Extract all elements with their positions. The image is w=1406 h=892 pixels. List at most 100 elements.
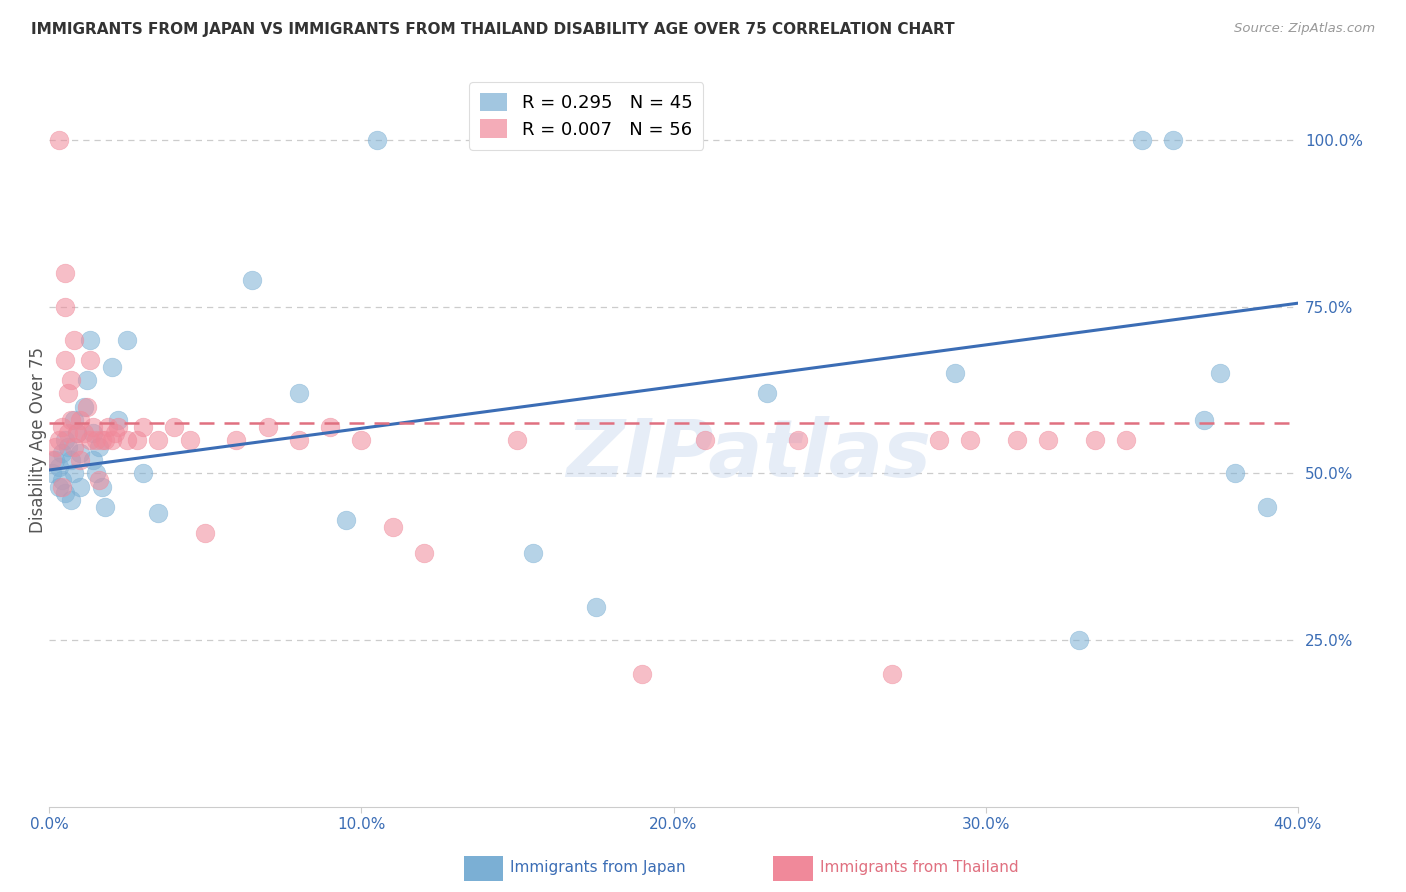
- Point: [87, 473, 110, 487]
- Point: [63, 413, 86, 427]
- Point: [48, 480, 70, 494]
- Point: [91, 480, 114, 494]
- Point: [56, 440, 79, 454]
- Point: [366, 133, 388, 147]
- Y-axis label: Disability Age Over 75: Disability Age Over 75: [30, 347, 46, 533]
- Point: [94, 433, 117, 447]
- Point: [60, 453, 83, 467]
- Text: Immigrants from Japan: Immigrants from Japan: [510, 860, 686, 874]
- Point: [319, 419, 342, 434]
- Point: [66, 426, 89, 441]
- Point: [256, 419, 278, 434]
- Point: [69, 413, 91, 427]
- Point: [82, 426, 104, 441]
- Point: [693, 433, 716, 447]
- Point: [76, 400, 98, 414]
- Point: [1115, 433, 1137, 447]
- Point: [1194, 413, 1216, 427]
- Point: [335, 513, 357, 527]
- Point: [53, 486, 76, 500]
- Point: [522, 546, 544, 560]
- Point: [48, 133, 70, 147]
- Point: [585, 599, 607, 614]
- Point: [56, 426, 79, 441]
- Point: [82, 419, 104, 434]
- Point: [179, 433, 201, 447]
- Point: [132, 419, 155, 434]
- Point: [48, 459, 70, 474]
- Point: [44, 453, 66, 467]
- Point: [1069, 633, 1091, 648]
- Point: [69, 480, 91, 494]
- Text: Source: ZipAtlas.com: Source: ZipAtlas.com: [1234, 22, 1375, 36]
- Point: [60, 493, 83, 508]
- Point: [163, 419, 186, 434]
- Point: [82, 453, 104, 467]
- Point: [787, 433, 810, 447]
- Point: [60, 373, 83, 387]
- Legend: R = 0.295   N = 45, R = 0.007   N = 56: R = 0.295 N = 45, R = 0.007 N = 56: [470, 82, 703, 150]
- Point: [97, 419, 120, 434]
- Point: [53, 433, 76, 447]
- Point: [84, 467, 107, 481]
- Point: [107, 413, 129, 427]
- Point: [100, 433, 122, 447]
- Point: [104, 426, 127, 441]
- Point: [132, 467, 155, 481]
- Text: ZIPatlas: ZIPatlas: [567, 416, 931, 493]
- Point: [959, 433, 981, 447]
- Point: [41, 467, 63, 481]
- Point: [79, 433, 101, 447]
- Point: [1225, 467, 1247, 481]
- Point: [1161, 133, 1184, 147]
- Point: [288, 433, 311, 447]
- Point: [51, 480, 73, 494]
- Point: [631, 666, 654, 681]
- Point: [1084, 433, 1107, 447]
- Point: [63, 333, 86, 347]
- Point: [72, 400, 94, 414]
- Point: [91, 433, 114, 447]
- Point: [1130, 133, 1153, 147]
- Point: [51, 473, 73, 487]
- Point: [1038, 433, 1060, 447]
- Point: [41, 453, 63, 467]
- Point: [48, 433, 70, 447]
- Point: [100, 359, 122, 374]
- Point: [53, 352, 76, 367]
- Point: [63, 467, 86, 481]
- Point: [225, 433, 247, 447]
- Point: [60, 413, 83, 427]
- Point: [1256, 500, 1278, 514]
- Text: Immigrants from Thailand: Immigrants from Thailand: [820, 860, 1018, 874]
- Point: [1005, 433, 1028, 447]
- Point: [53, 300, 76, 314]
- Point: [288, 386, 311, 401]
- Point: [72, 426, 94, 441]
- Point: [148, 433, 170, 447]
- Point: [240, 273, 263, 287]
- Point: [51, 419, 73, 434]
- Point: [69, 453, 91, 467]
- Point: [66, 426, 89, 441]
- Point: [87, 440, 110, 454]
- Text: IMMIGRANTS FROM JAPAN VS IMMIGRANTS FROM THAILAND DISABILITY AGE OVER 75 CORRELA: IMMIGRANTS FROM JAPAN VS IMMIGRANTS FROM…: [31, 22, 955, 37]
- Point: [381, 520, 404, 534]
- Point: [44, 440, 66, 454]
- Point: [79, 333, 101, 347]
- Point: [51, 446, 73, 460]
- Point: [756, 386, 779, 401]
- Point: [943, 366, 966, 380]
- Point: [107, 419, 129, 434]
- Point: [1209, 366, 1232, 380]
- Point: [115, 433, 138, 447]
- Point: [76, 373, 98, 387]
- Point: [928, 433, 950, 447]
- Point: [53, 266, 76, 280]
- Point: [148, 507, 170, 521]
- Point: [56, 386, 79, 401]
- Point: [350, 433, 373, 447]
- Point: [412, 546, 434, 560]
- Point: [506, 433, 529, 447]
- Point: [84, 433, 107, 447]
